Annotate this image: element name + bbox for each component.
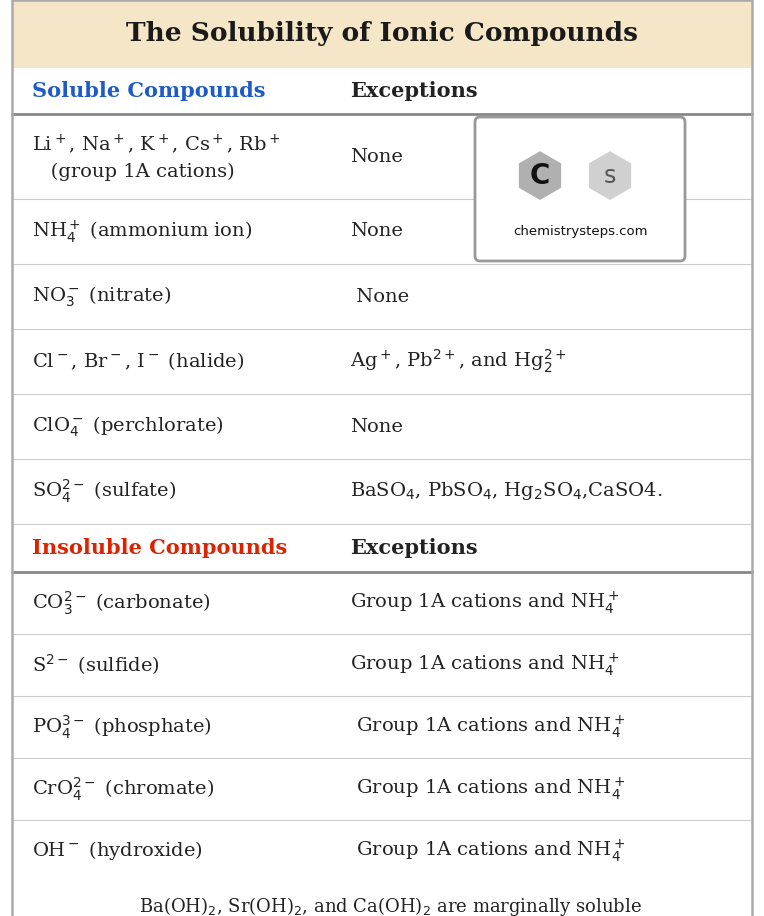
Text: C: C (529, 161, 550, 190)
Text: chemistrysteps.com: chemistrysteps.com (513, 225, 647, 238)
Text: NH$_4^+$ (ammonium ion): NH$_4^+$ (ammonium ion) (32, 218, 252, 245)
Bar (12, 329, 752, 394)
Text: s: s (604, 164, 617, 188)
Text: OH$^-$ (hydroxide): OH$^-$ (hydroxide) (32, 839, 202, 863)
Text: None: None (350, 288, 410, 306)
Text: S$^{2-}$ (sulfide): S$^{2-}$ (sulfide) (32, 652, 160, 677)
Bar (12, 0, 752, 68)
Bar (12, 264, 752, 329)
Text: SO$_4^{2-}$ (sulfate): SO$_4^{2-}$ (sulfate) (32, 478, 176, 506)
Text: Group 1A cations and NH$_4^+$: Group 1A cations and NH$_4^+$ (350, 651, 620, 679)
Text: Soluble Compounds: Soluble Compounds (32, 81, 266, 101)
Text: CrO$_4^{2-}$ (chromate): CrO$_4^{2-}$ (chromate) (32, 775, 214, 802)
Text: Li$^+$, Na$^+$, K$^+$, Cs$^+$, Rb$^+$
   (group 1A cations): Li$^+$, Na$^+$, K$^+$, Cs$^+$, Rb$^+$ (g… (32, 132, 281, 181)
Bar (12, 459, 752, 524)
Bar (12, 114, 752, 199)
Bar (12, 820, 752, 882)
Text: The Solubility of Ionic Compounds: The Solubility of Ionic Compounds (126, 21, 638, 47)
FancyBboxPatch shape (475, 117, 685, 261)
Text: Group 1A cations and NH$_4^+$: Group 1A cations and NH$_4^+$ (350, 776, 626, 802)
Bar (12, 68, 752, 114)
Bar (12, 199, 752, 264)
Bar (12, 634, 752, 696)
Text: Insoluble Compounds: Insoluble Compounds (32, 538, 287, 558)
Bar (12, 882, 752, 916)
Text: Exceptions: Exceptions (350, 81, 478, 101)
Text: BaSO$_4$, PbSO$_4$, Hg$_2$SO$_4$,CaSO4.: BaSO$_4$, PbSO$_4$, Hg$_2$SO$_4$,CaSO4. (350, 481, 662, 503)
Text: ClO$_4^-$ (perchlorate): ClO$_4^-$ (perchlorate) (32, 414, 224, 439)
Text: Ag$^+$, Pb$^{2+}$, and Hg$_2^{2+}$: Ag$^+$, Pb$^{2+}$, and Hg$_2^{2+}$ (350, 348, 567, 376)
Text: Ba(OH)$_2$, Sr(OH)$_2$, and Ca(OH)$_2$ are marginally soluble: Ba(OH)$_2$, Sr(OH)$_2$, and Ca(OH)$_2$ a… (122, 896, 642, 916)
Bar (12, 572, 752, 634)
Text: PO$_4^{3-}$ (phosphate): PO$_4^{3-}$ (phosphate) (32, 714, 212, 741)
Text: None: None (350, 147, 403, 166)
Bar (12, 758, 752, 820)
Text: None: None (350, 418, 403, 435)
Text: Group 1A cations and NH$_4^+$: Group 1A cations and NH$_4^+$ (350, 590, 620, 616)
Bar (12, 696, 752, 758)
Text: Group 1A cations and NH$_4^+$: Group 1A cations and NH$_4^+$ (350, 837, 626, 865)
Bar (12, 524, 752, 572)
Text: None: None (350, 223, 403, 241)
Bar (12, 394, 752, 459)
Text: Group 1A cations and NH$_4^+$: Group 1A cations and NH$_4^+$ (350, 714, 626, 740)
Text: NO$_3^-$ (nitrate): NO$_3^-$ (nitrate) (32, 284, 171, 309)
Text: Cl$^-$, Br$^-$, I$^-$ (halide): Cl$^-$, Br$^-$, I$^-$ (halide) (32, 351, 244, 373)
Text: Exceptions: Exceptions (350, 538, 478, 558)
Text: CO$_3^{2-}$ (carbonate): CO$_3^{2-}$ (carbonate) (32, 589, 211, 616)
